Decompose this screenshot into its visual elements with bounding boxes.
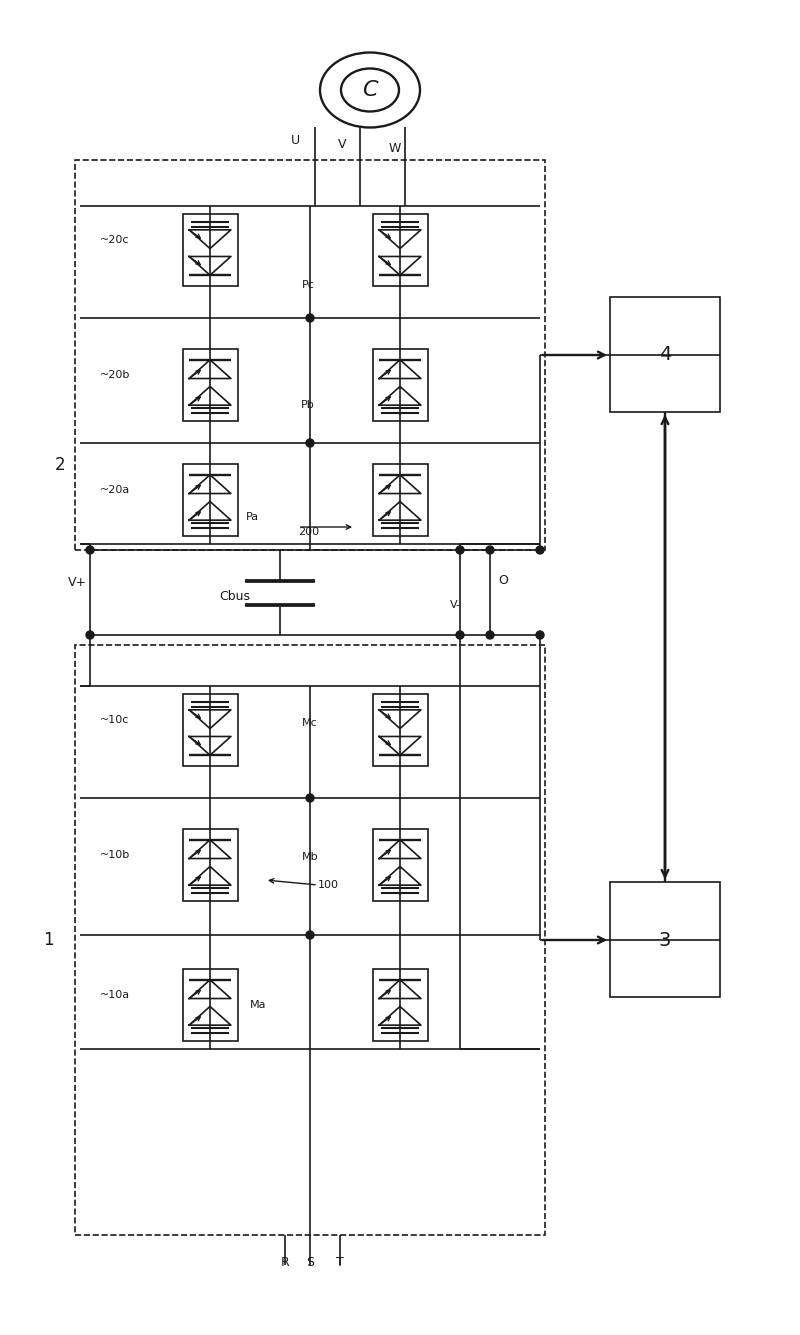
Circle shape bbox=[86, 546, 94, 554]
Text: V: V bbox=[338, 139, 346, 151]
Text: O: O bbox=[498, 574, 508, 586]
Text: ~10a: ~10a bbox=[100, 991, 130, 1000]
Text: Ma: Ma bbox=[250, 1000, 266, 1011]
Text: ~20a: ~20a bbox=[100, 485, 130, 495]
Text: ~20b: ~20b bbox=[100, 370, 130, 380]
Circle shape bbox=[456, 631, 464, 639]
Text: 200: 200 bbox=[298, 527, 319, 537]
Text: T: T bbox=[336, 1256, 344, 1270]
Text: 2: 2 bbox=[54, 457, 66, 474]
Text: Cbus: Cbus bbox=[219, 590, 250, 603]
Circle shape bbox=[536, 546, 544, 554]
Circle shape bbox=[306, 314, 314, 322]
Text: S: S bbox=[306, 1256, 314, 1270]
Text: Pc: Pc bbox=[302, 280, 314, 290]
Text: Mb: Mb bbox=[302, 852, 318, 862]
Text: Pb: Pb bbox=[301, 400, 315, 410]
Circle shape bbox=[86, 631, 94, 639]
Text: W: W bbox=[389, 142, 401, 155]
Text: ~20c: ~20c bbox=[100, 235, 130, 246]
Circle shape bbox=[456, 546, 464, 554]
Text: ~10c: ~10c bbox=[100, 716, 130, 725]
Text: 100: 100 bbox=[318, 880, 339, 890]
Text: ~10b: ~10b bbox=[100, 850, 130, 860]
Text: C: C bbox=[362, 80, 378, 100]
Circle shape bbox=[536, 631, 544, 639]
Text: U: U bbox=[290, 134, 299, 147]
Circle shape bbox=[306, 794, 314, 802]
Circle shape bbox=[306, 930, 314, 939]
Text: 3: 3 bbox=[659, 930, 671, 949]
Text: V+: V+ bbox=[68, 577, 87, 590]
Text: Mc: Mc bbox=[302, 718, 318, 728]
Text: 4: 4 bbox=[659, 346, 671, 364]
Text: R: R bbox=[281, 1256, 290, 1270]
Circle shape bbox=[486, 546, 494, 554]
Text: 1: 1 bbox=[42, 930, 54, 949]
Circle shape bbox=[486, 631, 494, 639]
Text: V-: V- bbox=[450, 599, 461, 610]
Circle shape bbox=[306, 439, 314, 447]
Text: Pa: Pa bbox=[246, 513, 258, 522]
